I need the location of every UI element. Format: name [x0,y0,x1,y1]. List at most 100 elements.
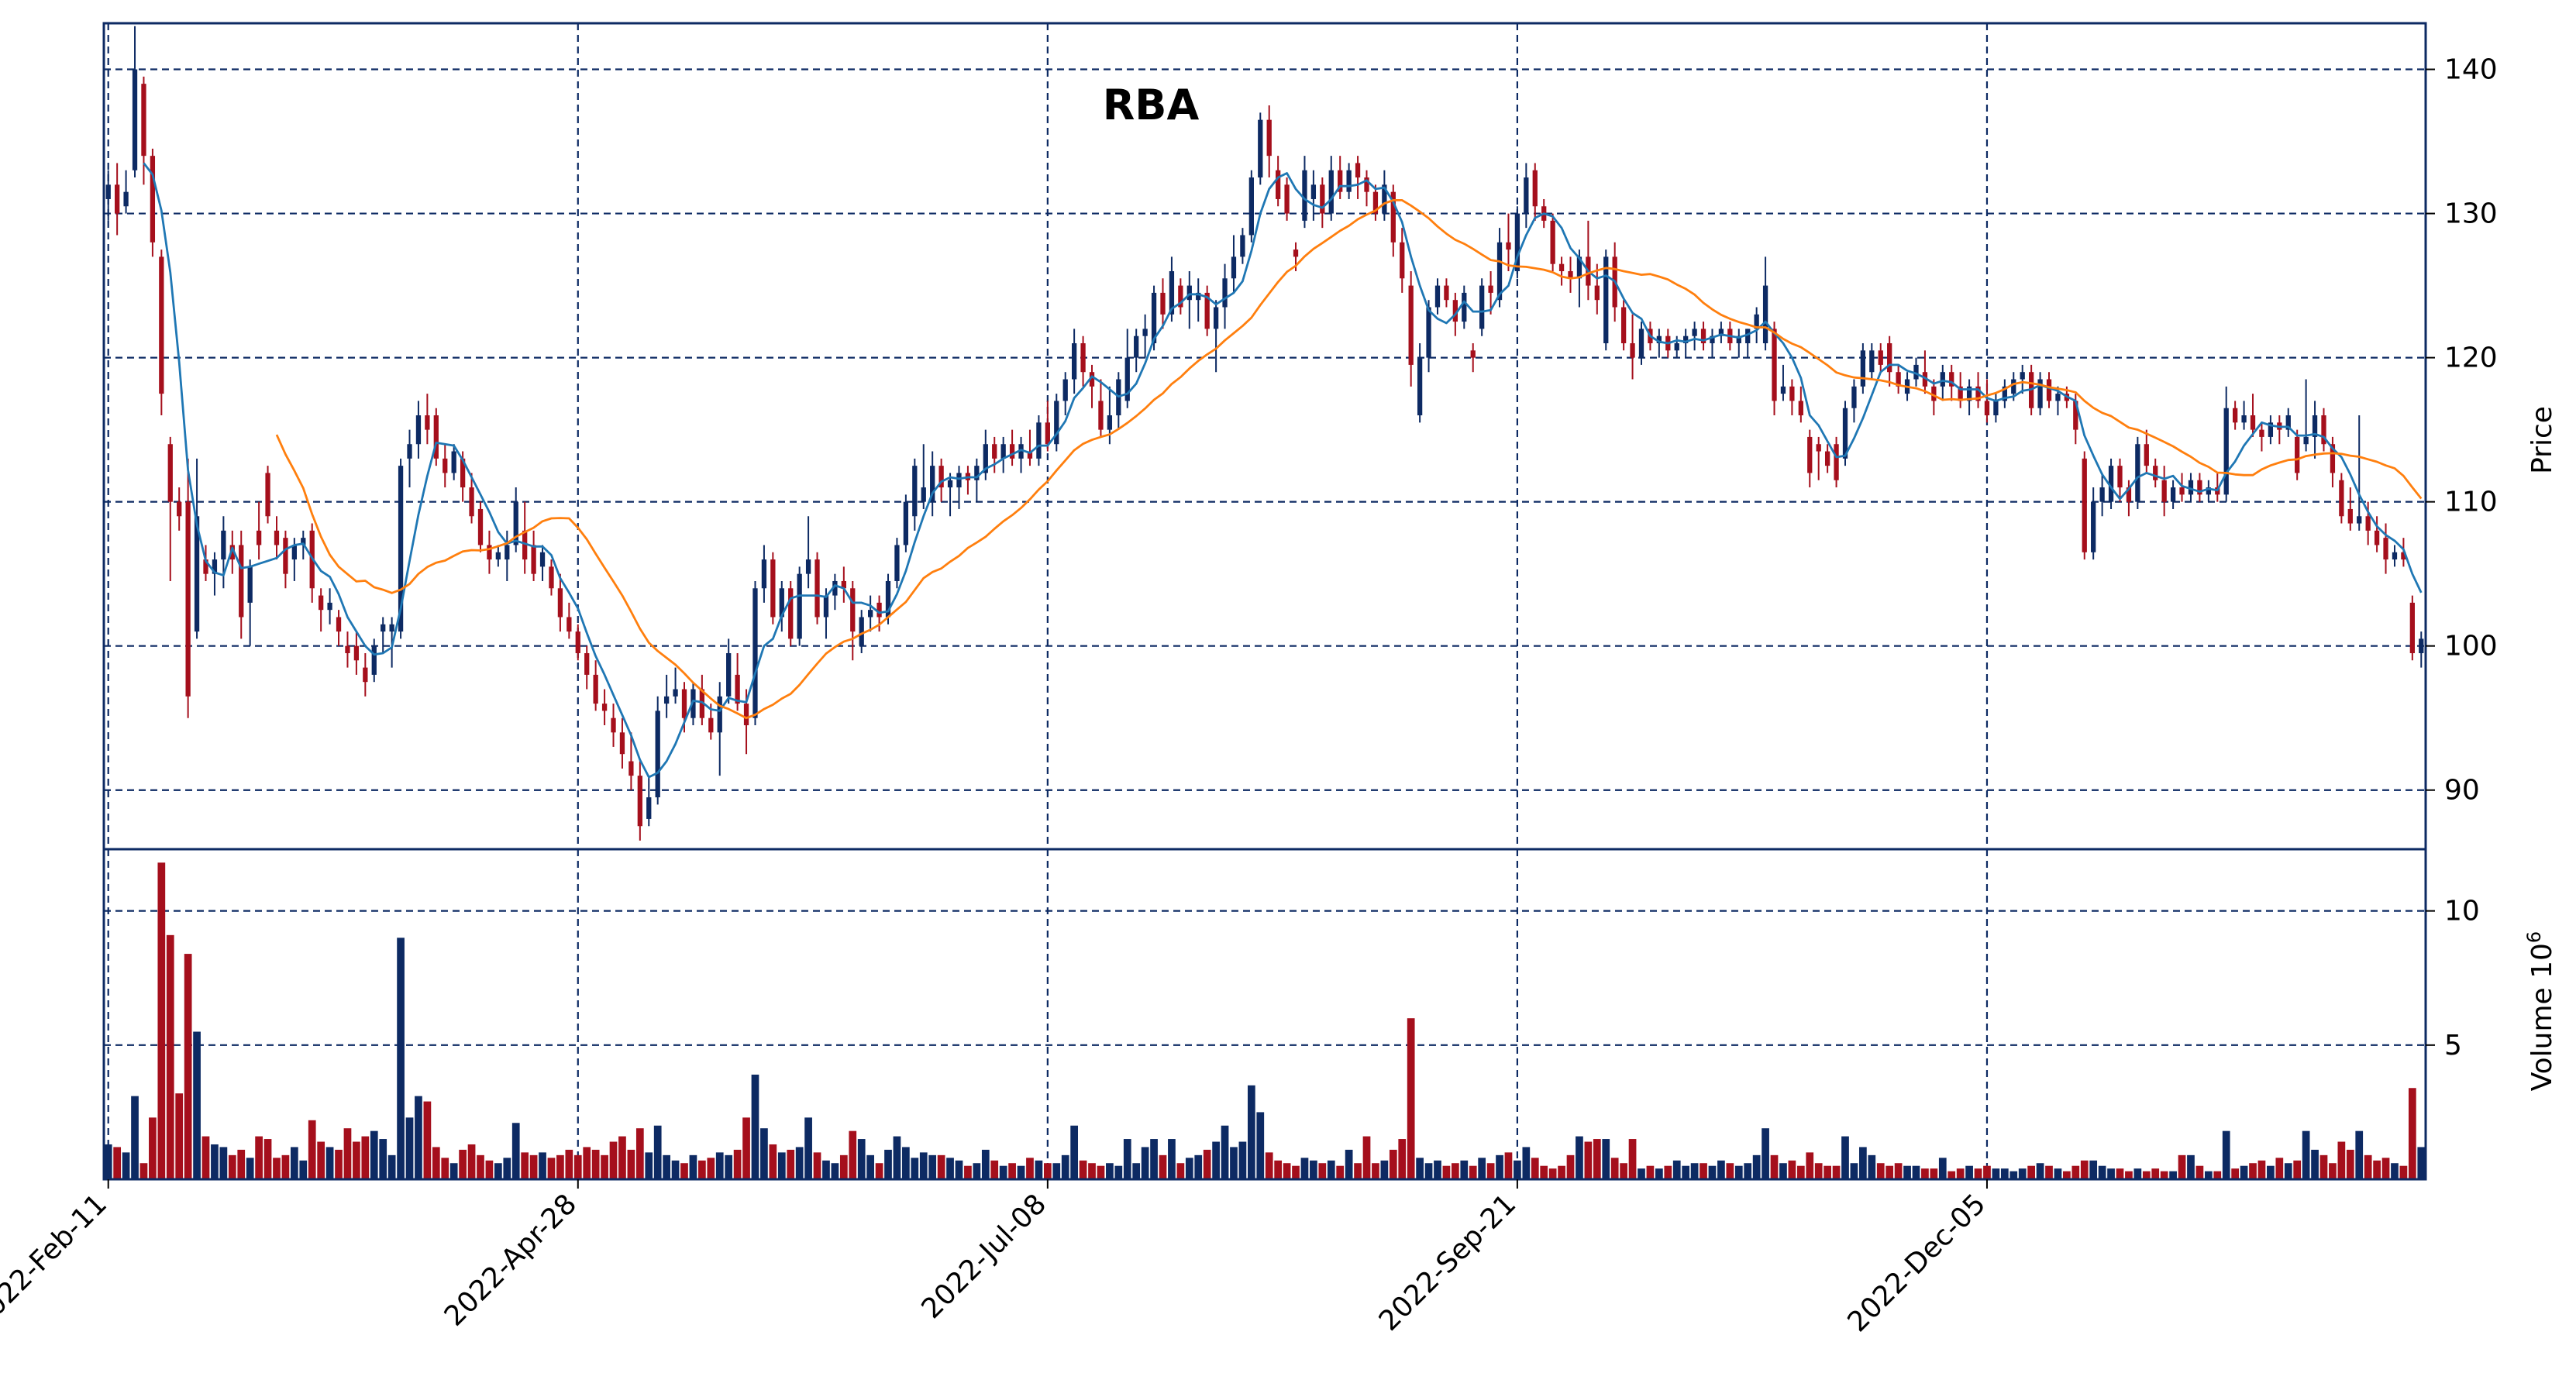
candle-body [761,559,767,589]
candle-body [1807,436,1813,473]
volume-bar [2267,1165,2275,1179]
candle [2409,595,2415,661]
candle [1196,278,1201,322]
volume-bar [751,1074,759,1179]
candle-body [1444,285,1449,301]
volume-bar [1168,1139,1176,1179]
candle-body [1532,170,1538,207]
candle [1896,364,1901,394]
candle [2153,458,2158,488]
volume-bar [902,1147,910,1179]
volume-bar [2408,1088,2416,1179]
candle [965,466,971,495]
candle [1222,263,1228,329]
candle-body [1656,335,1662,344]
candle-body [1594,285,1600,301]
volume-bar [733,1149,742,1179]
candle [1302,156,1307,229]
candle [1506,213,1511,271]
candle [2241,401,2247,430]
candle-body [850,588,856,632]
candle-body [797,573,802,639]
volume-bar [494,1163,502,1179]
volume-bar [1894,1163,1903,1179]
candle-body [1869,350,1875,373]
candle [425,394,430,445]
candle [1426,300,1431,373]
volume-bar [1646,1165,1655,1179]
volume-bar [715,1152,724,1179]
candle [1160,278,1166,329]
x-tick-label: 2022-Apr-28 [439,1188,583,1332]
candle [1072,329,1077,394]
candle [1594,263,1600,315]
volume-bar [1079,1160,1087,1179]
candle-body [1089,372,1095,387]
x-tick-label: 2022-Jul-08 [916,1188,1053,1325]
volume-bar [1540,1165,1548,1179]
volume-bar [2160,1171,2168,1179]
candle-body [1718,329,1724,336]
volume-bar [166,934,174,1179]
candle [2330,436,2336,488]
candle-body [2401,552,2406,560]
volume-bar [1017,1165,1025,1179]
volume-bar [2169,1171,2177,1179]
candle-body [1488,285,1493,293]
volume-bar [645,1152,653,1179]
volume-bar [547,1158,556,1179]
candle-body [1603,256,1609,344]
volume-bar [397,938,405,1179]
candle-body [956,473,962,488]
candle [1550,213,1555,271]
volume-bar [627,1149,635,1179]
candle-body [726,652,732,697]
volume-bar [999,1165,1007,1179]
candle [1062,372,1068,416]
candle-body [1364,177,1369,192]
volume-bar [1141,1147,1149,1179]
candle-body [1382,184,1387,214]
volume-bar [2249,1163,2257,1179]
volume-bar [1398,1139,1407,1179]
candle [1134,329,1139,373]
candle [1142,314,1148,358]
candle [2312,401,2318,459]
volume-bar [1424,1163,1433,1179]
candle-body [487,545,492,560]
candle [256,501,262,560]
candle-body [1479,285,1485,329]
candle-body [1434,285,1441,308]
candle-body [2392,552,2398,560]
candle-body [407,444,412,459]
candle [115,163,120,236]
volume-bar [149,1117,157,1179]
candle-body [1896,372,1901,387]
candle-body [1417,357,1423,416]
candle [522,501,528,574]
candle [1807,429,1813,488]
candle-body [2268,422,2274,437]
candle [1080,335,1086,387]
volume-bar [769,1144,777,1179]
candle-body [469,487,474,517]
candle [1940,364,1945,401]
candle-body [505,545,510,560]
candle [1851,379,1857,423]
candle [407,429,412,488]
candle-body [327,602,332,611]
volume-bar [1593,1139,1601,1179]
volume-bar [1212,1141,1220,1179]
candle [2082,451,2087,560]
candle-body [132,69,138,170]
candle [2117,458,2123,502]
candle [1966,379,1972,416]
candle-body [477,508,484,545]
candle-body [150,156,156,243]
volume-bar [866,1154,874,1179]
candle [1328,156,1334,221]
candle [1558,256,1565,286]
candle-body [601,704,608,711]
candle-body [788,588,794,639]
